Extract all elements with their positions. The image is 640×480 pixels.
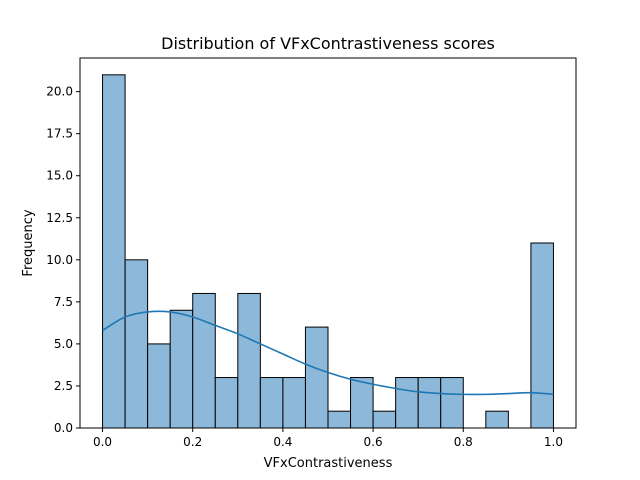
y-tick-label: 5.0 [54,337,73,351]
chart-title: Distribution of VFxContrastiveness score… [161,34,495,53]
histogram-bar [327,410,352,429]
histogram-bar [395,377,419,429]
y-tick-label: 20.0 [46,85,73,99]
histogram-bar [192,292,216,429]
plot-frame [79,57,577,429]
histogram-bar [124,259,149,429]
x-tick-label: 0.0 [93,435,112,449]
histogram-bar [417,377,442,429]
bars-group [102,74,554,429]
histogram-bar [440,377,464,429]
x-tick-label: 0.6 [364,435,383,449]
y-axis-ticks: 0.0 2.5 5.0 7.5 10.0 12.5 15.0 17.5 20.0 [46,85,80,435]
x-tick-label: 0.2 [183,435,202,449]
y-tick-label: 15.0 [46,169,73,183]
histogram-bar [214,377,239,429]
x-tick-label: 0.8 [454,435,473,449]
histogram-bar [102,74,126,429]
y-tick-label: 17.5 [46,127,73,141]
histogram-bar [304,326,329,429]
histogram-bar [169,309,194,429]
x-axis-ticks: 0.0 0.2 0.4 0.6 0.8 1.0 [93,428,563,449]
x-tick-label: 1.0 [544,435,563,449]
y-axis-label: Frequency [21,209,36,276]
y-tick-label: 10.0 [46,253,73,267]
histogram-bar [485,410,509,429]
y-tick-label: 0.0 [54,421,73,435]
histogram-bar [259,377,284,429]
y-tick-label: 2.5 [54,379,73,393]
histogram-bar [282,377,306,429]
kde-curve [102,310,554,396]
histogram-bar [147,343,171,429]
histogram-bar [237,292,261,429]
histogram-bar [530,242,554,429]
histogram-bar [350,377,374,429]
histogram-bar [372,410,397,429]
x-tick-label: 0.4 [273,435,292,449]
y-tick-label: 7.5 [54,295,73,309]
x-axis-label: VFxContrastiveness [264,456,393,471]
y-tick-label: 12.5 [46,211,73,225]
